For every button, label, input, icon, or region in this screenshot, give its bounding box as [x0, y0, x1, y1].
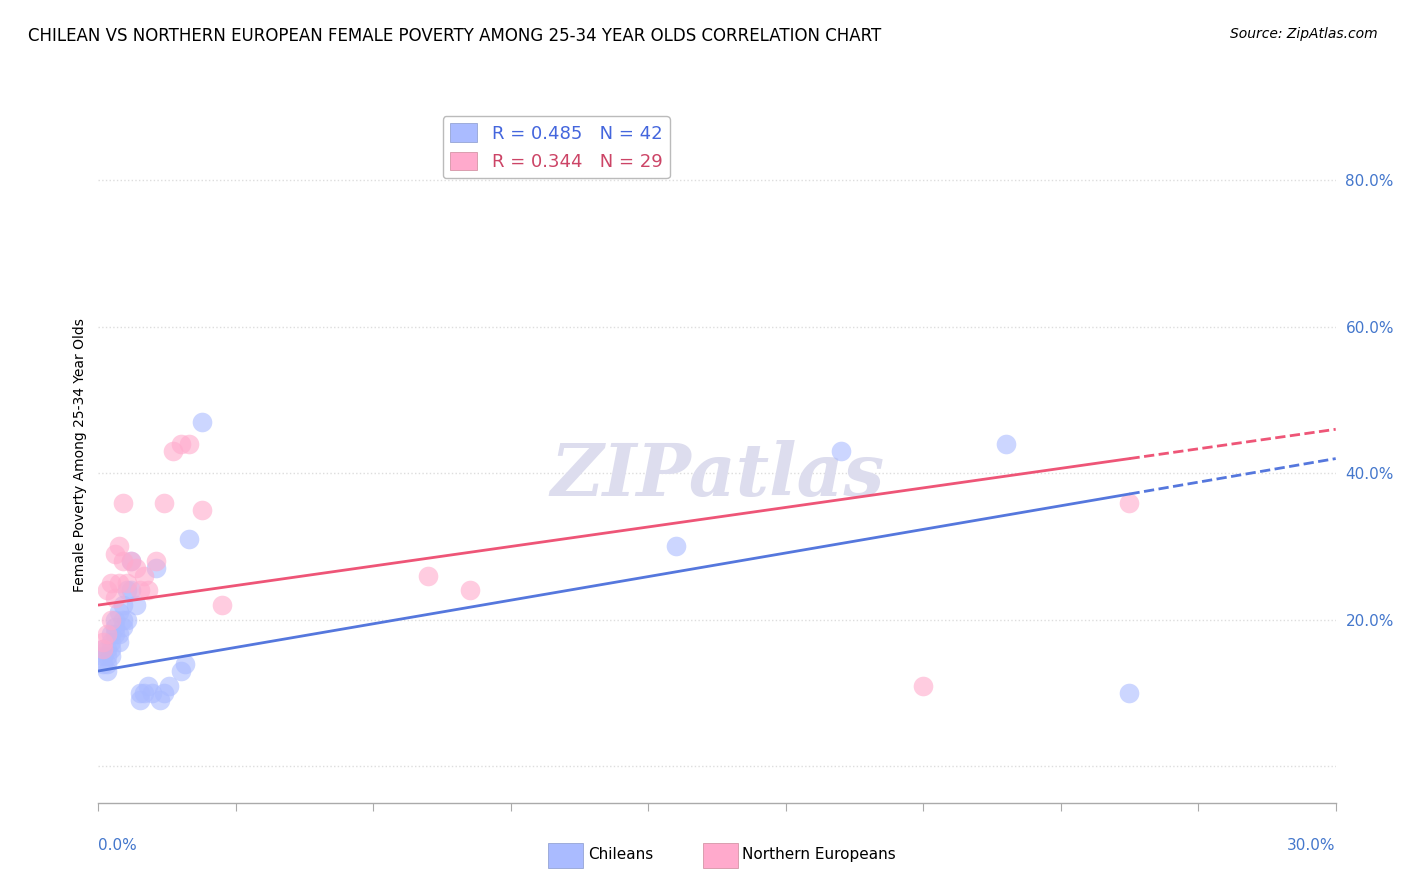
Point [112, 554, 135, 568]
Point [91, 649, 114, 664]
Point [117, 576, 139, 591]
Point [145, 554, 167, 568]
Point [912, 679, 935, 693]
Point [132, 568, 155, 582]
Text: Chileans: Chileans [588, 847, 652, 862]
Point [136, 679, 159, 693]
Point [153, 686, 176, 700]
Point [96, 642, 118, 657]
Point [190, 415, 212, 429]
Point [108, 540, 131, 554]
Point [179, 437, 201, 451]
Point [104, 547, 127, 561]
Point [132, 686, 155, 700]
Point [994, 437, 1017, 451]
Point [174, 657, 197, 671]
Point [128, 693, 150, 707]
Text: CHILEAN VS NORTHERN EUROPEAN FEMALE POVERTY AMONG 25-34 YEAR OLDS CORRELATION CH: CHILEAN VS NORTHERN EUROPEAN FEMALE POVE… [28, 27, 882, 45]
Point [136, 583, 159, 598]
Point [117, 613, 139, 627]
Point [120, 554, 142, 568]
Point [100, 649, 122, 664]
Point [124, 561, 146, 575]
Point [162, 444, 184, 458]
Point [120, 583, 142, 598]
Point [96, 583, 118, 598]
Text: Northern Europeans: Northern Europeans [742, 847, 896, 862]
Point [190, 503, 212, 517]
Point [458, 583, 481, 598]
Point [108, 634, 131, 648]
Point [1118, 495, 1140, 509]
Point [100, 634, 122, 648]
Point [1118, 686, 1140, 700]
Point [96, 657, 118, 671]
Point [104, 627, 127, 641]
Point [91, 642, 114, 657]
Point [128, 583, 150, 598]
Point [100, 642, 122, 657]
Point [104, 613, 127, 627]
Point [830, 444, 852, 458]
Point [108, 627, 131, 641]
Point [120, 554, 142, 568]
Point [153, 495, 176, 509]
Point [145, 561, 167, 575]
Text: 30.0%: 30.0% [1288, 838, 1336, 854]
Point [100, 627, 122, 641]
Point [418, 568, 440, 582]
Point [100, 576, 122, 591]
Point [149, 693, 172, 707]
Point [117, 583, 139, 598]
Point [112, 495, 135, 509]
Point [112, 620, 135, 634]
Legend: R = 0.485   N = 42, R = 0.344   N = 29: R = 0.485 N = 42, R = 0.344 N = 29 [443, 116, 669, 178]
Point [112, 598, 135, 612]
Point [128, 686, 150, 700]
Point [170, 437, 193, 451]
Text: 0.0%: 0.0% [98, 838, 138, 854]
Y-axis label: Female Poverty Among 25-34 Year Olds: Female Poverty Among 25-34 Year Olds [73, 318, 87, 592]
Point [104, 620, 127, 634]
Point [108, 576, 131, 591]
Point [108, 606, 131, 620]
Point [96, 649, 118, 664]
Point [96, 664, 118, 678]
Point [91, 634, 114, 648]
Point [179, 532, 201, 546]
Point [91, 657, 114, 671]
Point [104, 591, 127, 605]
Point [124, 598, 146, 612]
Text: ZIPatlas: ZIPatlas [550, 441, 884, 511]
Text: Source: ZipAtlas.com: Source: ZipAtlas.com [1230, 27, 1378, 41]
Point [91, 642, 114, 657]
Point [157, 679, 180, 693]
Point [211, 598, 233, 612]
Point [96, 627, 118, 641]
Point [170, 664, 193, 678]
Point [112, 613, 135, 627]
Point [665, 540, 688, 554]
Point [100, 613, 122, 627]
Point [141, 686, 163, 700]
